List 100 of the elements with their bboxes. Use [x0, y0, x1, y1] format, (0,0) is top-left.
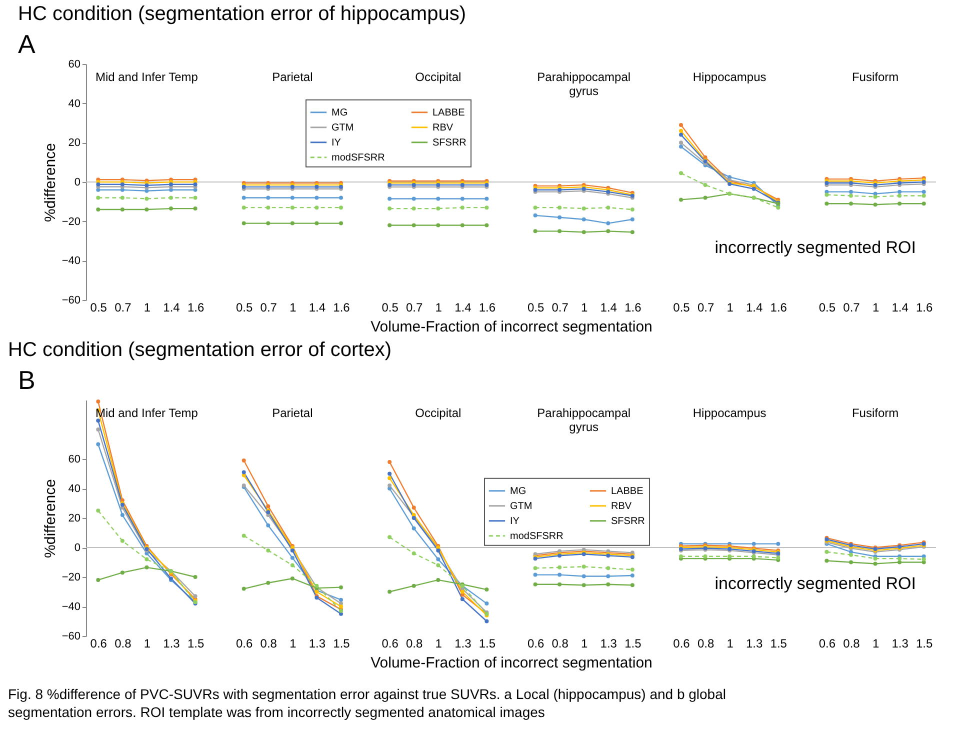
x-tick-label: 0.7 [406, 300, 424, 314]
point [460, 223, 464, 228]
point [703, 554, 708, 558]
point [606, 229, 610, 234]
x-tick-label: 0.8 [552, 636, 569, 650]
point [436, 206, 440, 211]
point [96, 196, 100, 200]
point [436, 578, 440, 582]
point [484, 619, 489, 624]
x-axis-title: Volume-Fraction of incorrect segmentation [370, 318, 652, 336]
point [533, 213, 538, 218]
point [290, 556, 294, 560]
legend-label: SFSRR [611, 516, 645, 527]
point [558, 215, 562, 220]
x-tick-label: 0.5 [818, 300, 836, 314]
point [266, 206, 270, 210]
annotation: Fusiform [852, 70, 899, 84]
annotation: Parahippocampal gyrus [537, 406, 631, 434]
y-axis-title: %difference [42, 479, 59, 558]
point [412, 526, 416, 530]
x-tick-label: 1.3 [163, 636, 180, 650]
annotation: Parietal [272, 70, 313, 84]
x-tick-label: 1.3 [454, 636, 472, 650]
x-tick-label: 1.5 [770, 636, 788, 650]
point [898, 194, 902, 198]
point [144, 188, 149, 193]
point [558, 229, 562, 234]
text: B [18, 365, 36, 395]
x-tick-label: 0.5 [236, 300, 254, 314]
point [922, 190, 926, 194]
point [339, 206, 343, 210]
point [144, 557, 149, 562]
x-tick-label: 0.6 [673, 636, 690, 650]
x-tick-label: 1.4 [600, 300, 618, 314]
point [582, 206, 586, 211]
x-tick-label: 0.5 [382, 300, 399, 314]
point [96, 208, 100, 212]
point [436, 196, 440, 201]
point [484, 588, 489, 592]
point [679, 554, 683, 558]
point [193, 206, 198, 211]
point [96, 188, 100, 192]
point [144, 183, 149, 188]
point [242, 470, 246, 474]
point [898, 556, 902, 561]
point [388, 206, 392, 211]
annotation: Occipital [415, 406, 462, 420]
point [120, 188, 124, 192]
point [436, 563, 440, 568]
point [606, 206, 610, 210]
point [558, 565, 562, 570]
y-tick-label: −40 [62, 601, 80, 613]
point [898, 560, 902, 564]
x-tick-label: 1.5 [478, 636, 496, 650]
point [242, 206, 246, 210]
x-tick-label: 1 [435, 636, 442, 650]
x-tick-label: 1.4 [892, 300, 909, 314]
legend-label: LABBE [611, 486, 644, 497]
point [242, 586, 246, 591]
point [412, 551, 416, 556]
point [193, 188, 198, 192]
x-tick-label: 1.5 [916, 636, 934, 650]
point [630, 217, 634, 222]
point [582, 564, 586, 569]
chart-title: HC condition (segmentation error of cortex) [8, 339, 392, 361]
y-tick-label: 40 [68, 483, 80, 495]
point [290, 206, 294, 210]
x-tick-label: 0.6 [818, 636, 836, 650]
point [169, 206, 173, 211]
point [412, 506, 416, 510]
point [630, 574, 634, 578]
x-tick-label: 0.8 [843, 636, 860, 650]
annotation: incorrectly segmented ROI [714, 574, 916, 594]
x-tick-label: 1.5 [333, 636, 350, 650]
x-tick-label: 0.8 [406, 636, 424, 650]
x-tick-label: 0.6 [527, 636, 544, 650]
x-tick-label: 1.5 [624, 636, 642, 650]
x-tick-label: 1 [581, 636, 588, 650]
legend-label: MG [332, 107, 348, 118]
point [606, 566, 610, 570]
x-tick-label: 0.7 [552, 300, 569, 314]
y-axis-title: %difference [42, 143, 59, 222]
point [120, 513, 124, 518]
legend-label: modSFSRR [510, 530, 564, 542]
x-tick-label: 0.7 [697, 300, 714, 314]
x-tick-label: 1.4 [746, 300, 764, 314]
x-tick-label: 1 [290, 636, 297, 650]
y-tick-label: −20 [62, 572, 80, 584]
x-tick-label: 0.8 [114, 636, 132, 650]
point [776, 542, 780, 546]
annotation: Occipital [415, 70, 462, 84]
point [242, 196, 246, 200]
legend-label: RBV [432, 122, 454, 134]
point [460, 590, 464, 594]
legend-label: LABBE [432, 107, 466, 118]
point [266, 580, 270, 585]
x-tick-label: 1.6 [916, 300, 934, 314]
y-tick-label: −40 [62, 255, 80, 268]
point [314, 206, 319, 210]
point [388, 223, 392, 228]
